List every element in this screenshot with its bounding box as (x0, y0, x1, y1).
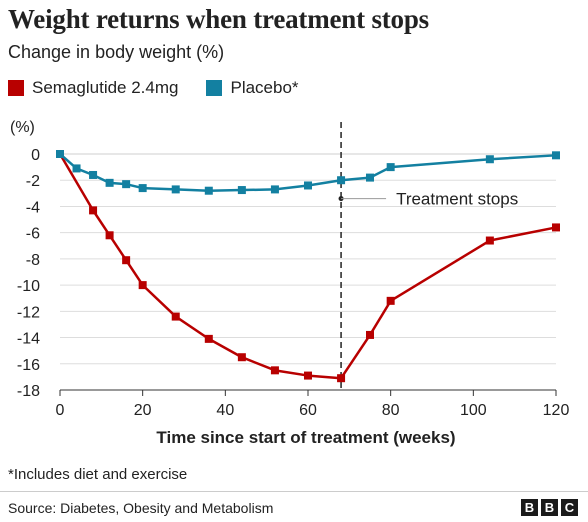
y-tick-label: -12 (17, 304, 40, 321)
data-point-semaglutide (204, 334, 213, 343)
data-point-placebo (304, 181, 312, 190)
y-tick-label: -16 (17, 357, 40, 374)
annotation-label: Treatment stops (396, 190, 518, 209)
data-point-semaglutide (552, 223, 560, 232)
data-point-placebo (485, 155, 494, 164)
data-point-placebo (72, 164, 81, 173)
data-point-placebo (552, 151, 560, 160)
y-tick-label: -18 (17, 383, 40, 400)
data-point-semaglutide (237, 353, 246, 362)
data-point-placebo (56, 150, 64, 158)
data-point-placebo (89, 170, 98, 179)
chart-subtitle: Change in body weight (%) (8, 42, 225, 62)
data-point-placebo (204, 186, 213, 195)
y-tick-label: -6 (26, 226, 40, 243)
chart-title: Weight returns when treatment stops (8, 4, 429, 34)
data-point-semaglutide (304, 371, 312, 380)
x-tick-label: 0 (56, 402, 65, 419)
y-tick-label: -4 (26, 199, 40, 216)
x-tick-label: 20 (134, 402, 152, 419)
data-point-semaglutide (122, 256, 131, 265)
data-point-semaglutide (366, 330, 374, 339)
y-tick-label: 0 (31, 147, 40, 164)
data-point-semaglutide (138, 281, 147, 290)
x-tick-label: 80 (382, 402, 400, 419)
legend-swatch-placebo (206, 80, 223, 96)
data-point-semaglutide (270, 366, 279, 375)
y-axis-label: (%) (10, 119, 35, 136)
data-point-placebo (105, 178, 114, 187)
line-chart: (%) 0 -2 -4 -6 -8 -10 -12 -14 -16 -18 0 20 40 60 80 100 1… (10, 119, 570, 447)
legend-swatch-semaglutide (8, 80, 24, 96)
source-note: Source: Diabetes, Obesity and Metabolism (8, 500, 274, 516)
legend-item-semaglutide: Semaglutide 2.4mg (8, 78, 178, 98)
data-point-semaglutide (485, 236, 494, 245)
data-point-semaglutide (89, 206, 98, 215)
x-tick-label: 40 (216, 402, 234, 419)
bbc-logo-block: B (521, 499, 538, 516)
data-point-semaglutide (105, 231, 114, 240)
data-point-placebo (337, 176, 346, 185)
y-tick-label: -8 (26, 252, 40, 269)
legend-item-placebo: Placebo* (206, 78, 299, 98)
footer-divider (0, 491, 588, 492)
legend: Semaglutide 2.4mg Placebo* (8, 78, 327, 98)
bbc-logo-block: B (541, 499, 558, 516)
data-point-placebo (237, 186, 246, 195)
data-point-semaglutide (386, 296, 395, 305)
data-point-semaglutide (337, 374, 346, 383)
data-point-placebo (138, 184, 147, 193)
legend-label-placebo: Placebo* (230, 78, 299, 97)
series-line-placebo (59, 153, 557, 192)
legend-label-semaglutide: Semaglutide 2.4mg (32, 78, 179, 97)
data-point-placebo (122, 180, 131, 189)
x-axis-title: Time since start of treatment (weeks) (156, 428, 455, 447)
x-tick-label: 60 (299, 402, 317, 419)
y-tick-label: -2 (26, 173, 40, 190)
data-point-semaglutide (171, 312, 180, 321)
x-tick-label: 100 (460, 402, 487, 419)
y-tick-label: -10 (17, 278, 40, 295)
data-point-placebo (171, 185, 180, 194)
data-point-placebo (270, 185, 279, 194)
bbc-logo-block: C (561, 499, 578, 516)
y-tick-label: -14 (17, 331, 40, 348)
data-point-placebo (386, 163, 395, 172)
data-point-placebo (366, 173, 374, 182)
bbc-logo: B B C (521, 499, 578, 516)
footnote: *Includes diet and exercise (8, 466, 188, 483)
x-tick-label: 120 (543, 402, 570, 419)
